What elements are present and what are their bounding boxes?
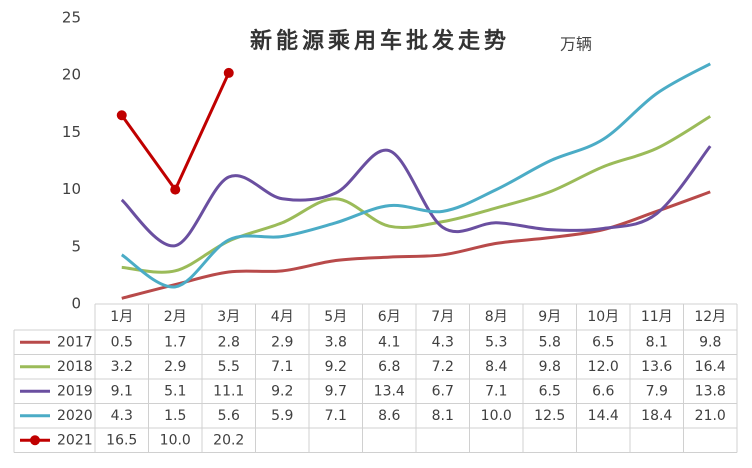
table-value: 4.3 bbox=[111, 408, 133, 424]
table-value: 6.5 bbox=[592, 334, 614, 350]
table-value: 16.5 bbox=[106, 432, 137, 448]
table-value: 9.8 bbox=[699, 334, 721, 350]
table-value: 8.1 bbox=[646, 334, 668, 350]
table-value: 9.1 bbox=[111, 383, 133, 399]
table-value: 5.9 bbox=[271, 408, 293, 424]
y-tick-label: 15 bbox=[62, 123, 81, 141]
y-tick-label: 25 bbox=[62, 9, 81, 27]
point-marker bbox=[223, 67, 234, 78]
x-tick-label: 6月 bbox=[378, 309, 401, 325]
table-value: 13.4 bbox=[374, 383, 405, 399]
table-value: 3.2 bbox=[111, 359, 133, 375]
legend-marker bbox=[30, 435, 40, 446]
legend-label: 2020 bbox=[57, 408, 93, 424]
y-tick-label: 20 bbox=[62, 66, 81, 84]
table-value: 7.1 bbox=[485, 383, 507, 399]
point-marker bbox=[116, 110, 127, 121]
table-value: 9.2 bbox=[271, 383, 293, 399]
table-value: 7.1 bbox=[325, 408, 347, 424]
table-value: 5.3 bbox=[485, 334, 507, 350]
table-value: 12.0 bbox=[588, 359, 619, 375]
y-tick-label: 0 bbox=[71, 295, 81, 313]
table-value: 9.2 bbox=[325, 359, 347, 375]
x-tick-label: 5月 bbox=[324, 309, 347, 325]
table-value: 14.4 bbox=[588, 408, 619, 424]
table-value: 2.8 bbox=[218, 334, 240, 350]
table-value: 18.4 bbox=[641, 408, 672, 424]
table-value: 1.7 bbox=[164, 334, 186, 350]
table-value: 10.0 bbox=[481, 408, 512, 424]
x-tick-label: 11月 bbox=[641, 309, 673, 325]
legend-label: 2018 bbox=[57, 359, 93, 375]
table-value: 6.7 bbox=[432, 383, 454, 399]
table-value: 7.1 bbox=[271, 359, 293, 375]
table-value: 6.8 bbox=[378, 359, 400, 375]
table-value: 7.9 bbox=[646, 383, 668, 399]
table-value: 8.1 bbox=[432, 408, 454, 424]
y-tick-label: 10 bbox=[62, 180, 81, 198]
table-value: 5.6 bbox=[218, 408, 240, 424]
legend-label: 2019 bbox=[57, 383, 93, 399]
table-value: 13.6 bbox=[641, 359, 672, 375]
table-value: 9.8 bbox=[539, 359, 561, 375]
x-tick-label: 9月 bbox=[538, 309, 561, 325]
table-value: 9.7 bbox=[325, 383, 347, 399]
x-tick-label: 7月 bbox=[431, 309, 454, 325]
legend-label: 2017 bbox=[57, 334, 93, 350]
table-value: 6.5 bbox=[539, 383, 561, 399]
x-tick-label: 4月 bbox=[271, 309, 294, 325]
table-value: 11.1 bbox=[213, 383, 244, 399]
table-value: 2.9 bbox=[271, 334, 293, 350]
table-value: 16.4 bbox=[695, 359, 726, 375]
series-line bbox=[120, 145, 712, 248]
x-tick-label: 12月 bbox=[694, 309, 726, 325]
table-value: 1.5 bbox=[164, 408, 186, 424]
table-value: 20.2 bbox=[213, 432, 244, 448]
table-value: 5.8 bbox=[539, 334, 561, 350]
table-value: 3.8 bbox=[325, 334, 347, 350]
table-value: 0.5 bbox=[111, 334, 133, 350]
x-tick-label: 2月 bbox=[164, 309, 187, 325]
table-value: 2.9 bbox=[164, 359, 186, 375]
x-tick-label: 10月 bbox=[587, 309, 619, 325]
table-value: 4.3 bbox=[432, 334, 454, 350]
point-marker bbox=[170, 184, 181, 195]
table-value: 4.1 bbox=[378, 334, 400, 350]
legend-label: 2021 bbox=[57, 432, 93, 448]
table-value: 21.0 bbox=[695, 408, 726, 424]
table-value: 10.0 bbox=[160, 432, 191, 448]
table-value: 5.5 bbox=[218, 359, 240, 375]
chart-title: 新能源乘用车批发走势 bbox=[250, 28, 510, 54]
table-value: 13.8 bbox=[695, 383, 726, 399]
table-value: 8.4 bbox=[485, 359, 507, 375]
table-value: 5.1 bbox=[164, 383, 186, 399]
x-tick-label: 1月 bbox=[110, 309, 133, 325]
table-value: 8.6 bbox=[378, 408, 400, 424]
x-tick-label: 3月 bbox=[217, 309, 240, 325]
y-tick-label: 5 bbox=[71, 237, 81, 255]
chart-unit: 万辆 bbox=[560, 35, 592, 54]
series-line bbox=[120, 62, 711, 289]
table-value: 7.2 bbox=[432, 359, 454, 375]
x-tick-label: 8月 bbox=[485, 309, 508, 325]
table-value: 12.5 bbox=[534, 408, 565, 424]
table-value: 6.6 bbox=[592, 383, 614, 399]
